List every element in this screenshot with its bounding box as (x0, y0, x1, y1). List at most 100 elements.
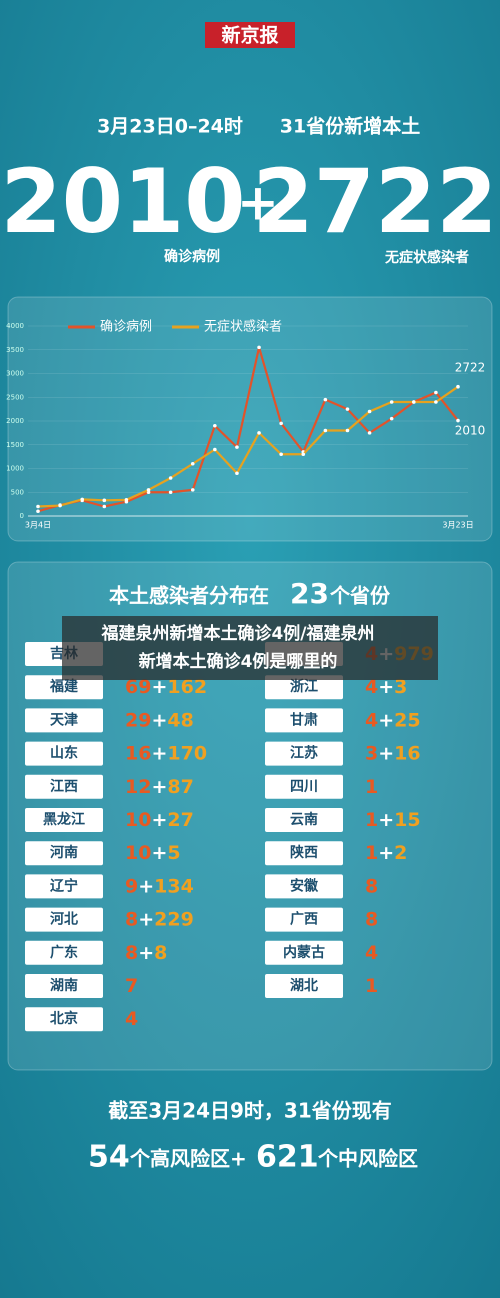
province-box (265, 675, 343, 700)
high-risk-count: 54 (88, 1140, 130, 1175)
point (323, 428, 328, 433)
province-box (25, 774, 103, 799)
province-name: 北京 (50, 1010, 78, 1027)
point (279, 452, 283, 457)
chart-panel (7, 296, 493, 542)
province-box (265, 708, 343, 733)
point (411, 400, 416, 404)
province-name: 湖南 (50, 977, 78, 994)
province-value: 8+8 (125, 941, 167, 963)
asymptomatic-number: 2722 (253, 150, 498, 253)
y-tick-label: 0 (20, 512, 24, 520)
province-box (25, 907, 103, 932)
point (146, 488, 151, 492)
headline-subject: 31省份新增本土 (280, 115, 420, 138)
province-value: 4 (125, 1008, 138, 1030)
province-name: 陕西 (290, 844, 318, 861)
point (434, 390, 438, 395)
province-box (265, 808, 343, 832)
point (36, 509, 40, 514)
point (58, 503, 62, 508)
confirmed-number: 2010 (1, 150, 246, 253)
province-name: 内蒙古 (283, 944, 325, 961)
province-box (25, 940, 103, 965)
y-tick-label: 1000 (6, 465, 24, 473)
point (168, 490, 173, 495)
table-title: 个省份 (329, 584, 391, 608)
point (235, 471, 239, 476)
point (213, 447, 217, 452)
y-tick-label: 3500 (6, 346, 24, 354)
province-name: 广西 (290, 911, 318, 928)
headline-date: 3月23日0–24时 (97, 116, 243, 138)
province-box (265, 940, 343, 965)
mid-risk-count: 621 (256, 1140, 319, 1175)
province-box (25, 708, 103, 733)
province-value: 8 (365, 875, 378, 897)
point (434, 400, 438, 404)
province-value: 12+87 (125, 775, 194, 797)
province-name: 河北 (50, 911, 78, 928)
point (389, 416, 394, 421)
point (213, 423, 217, 428)
point (257, 345, 261, 350)
province-value: 10+27 (125, 809, 194, 831)
province-value: 29+48 (125, 709, 194, 731)
y-tick-label: 1500 (6, 441, 24, 449)
province-name: 辽宁 (50, 877, 78, 894)
series-line (37, 347, 459, 513)
province-value: 4+25 (365, 709, 421, 731)
end-label: 2010 (455, 424, 486, 438)
table-panel (7, 561, 493, 1071)
mid-risk-text: 个中风险区 (317, 1147, 418, 1171)
province-name: 甘肃 (290, 711, 318, 728)
province-box (265, 741, 343, 766)
province-value: 1+15 (365, 809, 421, 831)
overlay-text: 新增本土确诊4例是哪里的 (139, 651, 338, 672)
point (102, 498, 107, 503)
province-name: 河南 (50, 844, 78, 861)
point (102, 504, 107, 509)
y-tick-label: 500 (11, 488, 24, 496)
province-name: 福建 (49, 678, 78, 695)
province-value: 1+2 (365, 842, 407, 864)
province-name: 云南 (290, 811, 318, 828)
point (345, 428, 350, 433)
point (345, 407, 350, 411)
table-title: 本土感染者分布在 (109, 584, 269, 608)
province-value: 8 (365, 908, 378, 930)
point (279, 421, 283, 426)
legend-label: 确诊病例 (100, 320, 152, 335)
overlay-box (62, 616, 438, 680)
point (301, 452, 306, 457)
province-box (25, 974, 103, 998)
point (124, 498, 129, 502)
province-name: 广东 (50, 944, 78, 961)
province-name: 安徽 (290, 877, 319, 894)
province-value: 9+134 (125, 875, 194, 897)
province-box (25, 675, 103, 700)
point (323, 397, 328, 402)
point (257, 431, 261, 435)
table-title-count: 23 (290, 577, 329, 610)
y-tick-label: 4000 (6, 322, 24, 330)
logo-box (205, 22, 295, 48)
point (80, 497, 85, 502)
point (456, 418, 460, 423)
province-box (265, 874, 343, 899)
y-tick-label: 2500 (6, 393, 24, 401)
province-box (25, 841, 103, 866)
province-name: 浙江 (290, 678, 318, 695)
overlay-text: 福建泉州新增本土确诊4例/福建泉州 (100, 623, 374, 644)
province-box (265, 907, 343, 932)
point (389, 400, 394, 404)
province-value: 16+170 (125, 742, 207, 764)
point (190, 461, 195, 466)
province-value: 1 (365, 775, 378, 797)
point (190, 488, 195, 492)
province-value: 7 (125, 975, 138, 997)
point (235, 445, 239, 449)
province-name: 江西 (50, 778, 78, 795)
province-value: 10+5 (125, 842, 181, 864)
